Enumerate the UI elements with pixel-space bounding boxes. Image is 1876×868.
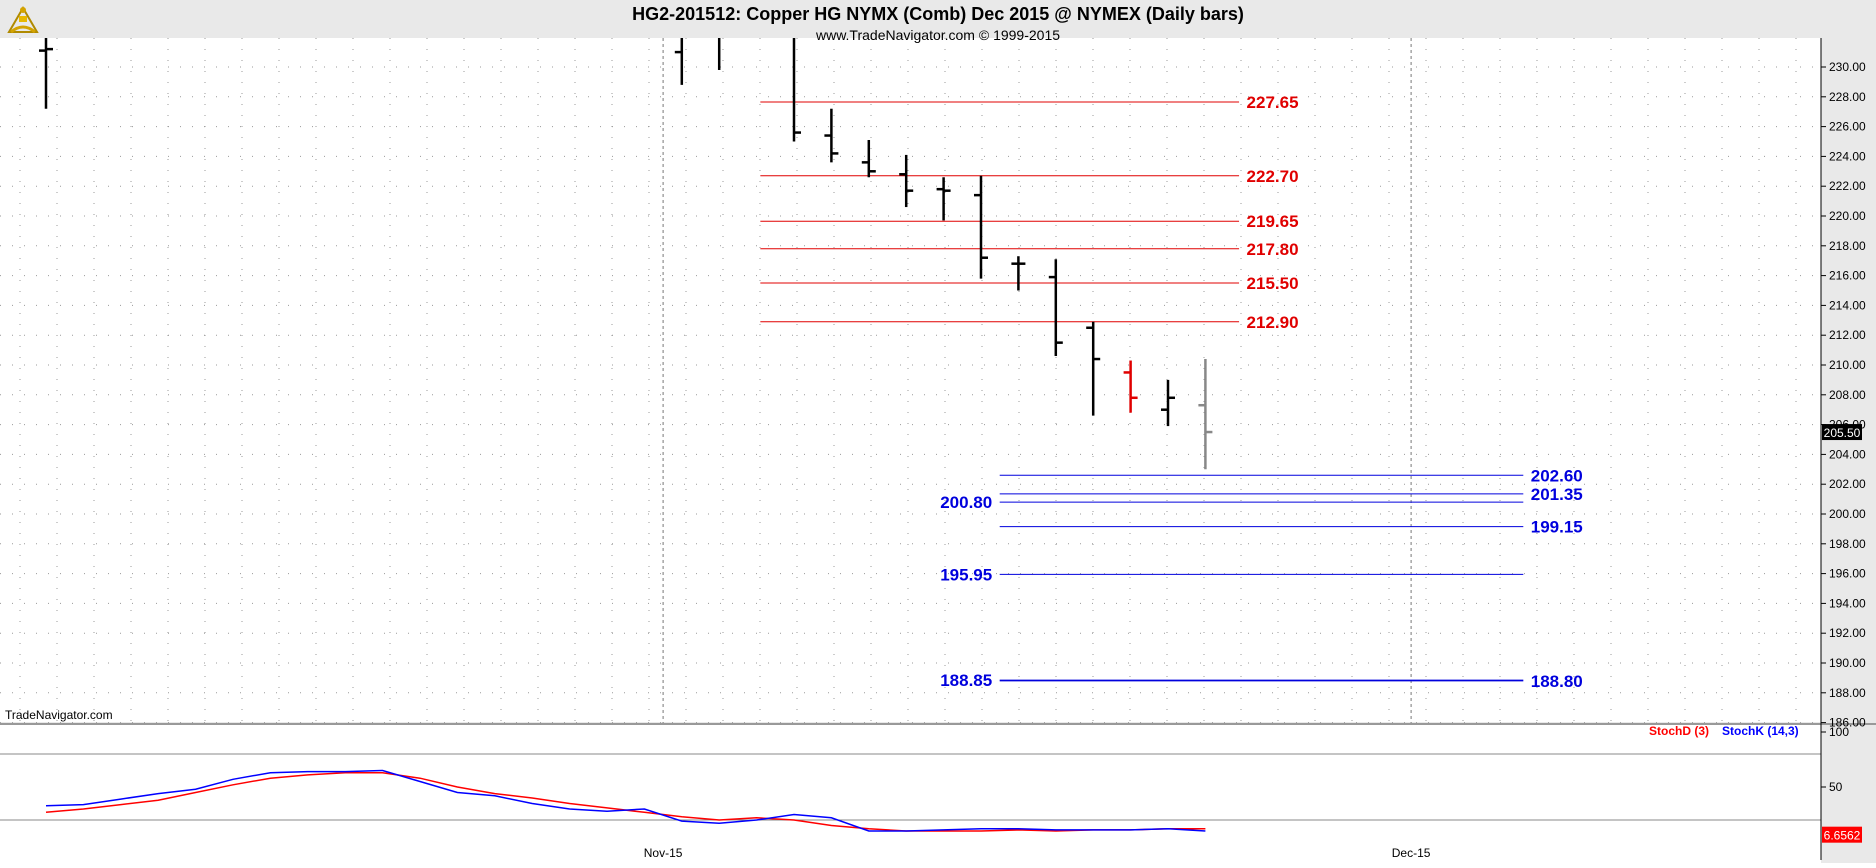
stochastic-plot-area[interactable] (0, 724, 1821, 863)
support-label: 202.60 (1531, 466, 1583, 485)
price-plot-area[interactable] (0, 38, 1821, 722)
level-lines: 227.65 222.70 219.65 217.80 215.50 212.90 202.… (760, 93, 1583, 691)
y-tick-label: 218.00 (1829, 239, 1866, 253)
resistance-label: 219.65 (1247, 212, 1299, 231)
resistance-label: 217.80 (1247, 240, 1299, 259)
watermark-text: TradeNavigator.com (5, 708, 113, 722)
support-label: 195.95 (940, 565, 992, 584)
chart-subtitle: www.TradeNavigator.com © 1999-2015 (815, 27, 1060, 43)
last-price-label: 205.50 (1824, 426, 1861, 440)
y-tick-label: 194.00 (1829, 596, 1866, 610)
y-tick-label: 198.00 (1829, 537, 1866, 551)
axes: 230.00 228.00 226.00 224.00 222.00 220.00 218.… (644, 38, 1866, 860)
y-tick-label: 196.00 (1829, 567, 1866, 581)
resistance-label: 212.90 (1247, 313, 1299, 332)
stochastic-panel: 100 50 StochD (3) StochK (14,3) 6.6562 (0, 723, 1876, 863)
y-tick-label: 212.00 (1829, 328, 1866, 342)
last-price-badge (1822, 424, 1862, 441)
y-tick-label: 220.00 (1829, 209, 1866, 223)
y-tick-label: 190.00 (1829, 656, 1866, 670)
y-tick-label: 226.00 (1829, 120, 1866, 134)
y-tick-label: 204.00 (1829, 447, 1866, 461)
support-label: 200.80 (940, 493, 992, 512)
support-label: 199.15 (1531, 518, 1583, 537)
y-tick-label: 230.00 (1829, 60, 1866, 74)
support-label: 188.85 (940, 671, 992, 690)
x-tick-label: Dec-15 (1392, 846, 1431, 860)
y-tick-label: 216.00 (1829, 269, 1866, 283)
stoch-legend-label: StochK (14,3) (1722, 724, 1799, 738)
resistance-label: 215.50 (1247, 274, 1299, 293)
stoch-value-badge (1822, 826, 1862, 843)
y-tick-label: 186.00 (1829, 716, 1866, 730)
chart-title: HG2-201512: Copper HG NYMX (Comb) Dec 20… (632, 4, 1244, 24)
y-tick-label: 210.00 (1829, 358, 1866, 372)
resistance-label: 222.70 (1247, 167, 1299, 186)
sextant-logo-icon[interactable] (7, 6, 39, 34)
stoch-series-line[interactable] (45, 769, 1206, 832)
y-tick-label: 188.00 (1829, 686, 1866, 700)
y-tick-label: 202.00 (1829, 477, 1866, 491)
y-tick-label: 208.00 (1829, 388, 1866, 402)
resistance-label: 227.65 (1247, 93, 1299, 112)
y-tick-label: 228.00 (1829, 90, 1866, 104)
support-label: 188.80 (1531, 672, 1583, 691)
y-tick-label: 222.00 (1829, 179, 1866, 193)
y-tick-label: 192.00 (1829, 626, 1866, 640)
stoch-y-tick-label: 100 (1829, 725, 1849, 739)
x-tick-label: Nov-15 (644, 846, 683, 860)
price-bars (39, 38, 1213, 470)
support-label: 201.35 (1531, 485, 1583, 504)
y-tick-label: 214.00 (1829, 298, 1866, 312)
y-tick-label: 224.00 (1829, 149, 1866, 163)
stoch-legend-label: StochD (3) (1649, 724, 1709, 738)
stoch-y-tick-label: 50 (1829, 780, 1843, 794)
stoch-value-label: 6.6562 (1824, 829, 1861, 843)
y-tick-label: 200.00 (1829, 507, 1866, 521)
